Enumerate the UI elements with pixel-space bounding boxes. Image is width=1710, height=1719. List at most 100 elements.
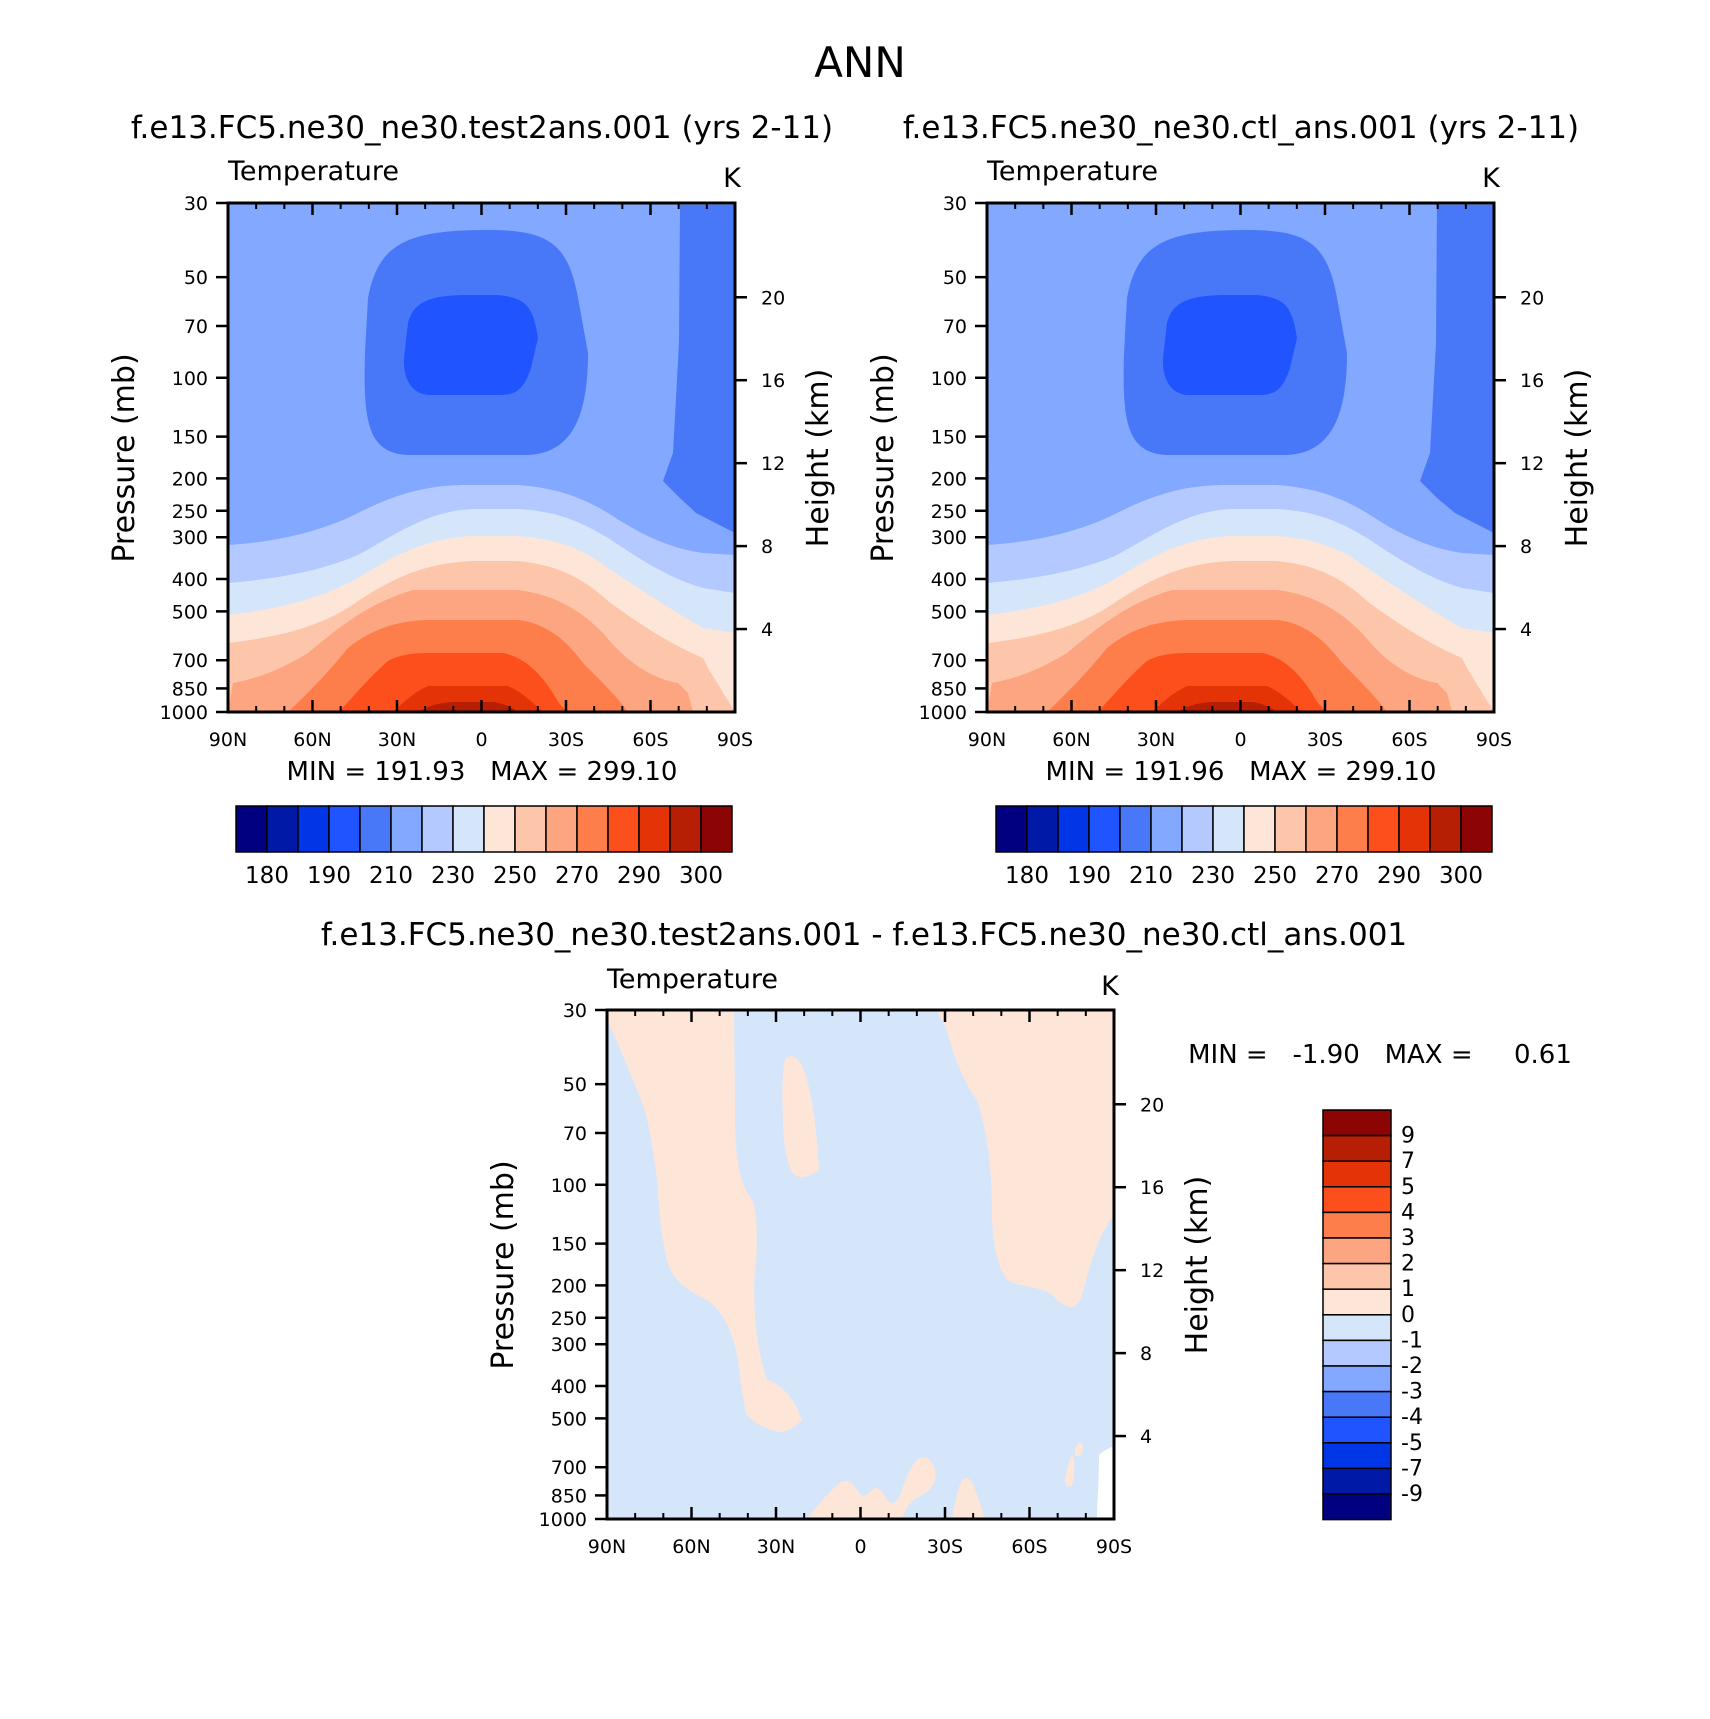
colorbar-swatch xyxy=(1322,1314,1392,1342)
colorbar-label: 180 xyxy=(1005,863,1049,889)
y-right-tick-label: 8 xyxy=(761,536,773,558)
colorbar-swatch xyxy=(1322,1390,1392,1418)
colorbar-swatch xyxy=(1322,1160,1392,1188)
colorbar-swatch xyxy=(1322,1288,1392,1316)
colorbar-swatch xyxy=(995,805,1028,853)
y-tick-label: 500 xyxy=(931,601,967,623)
colorbar-swatch xyxy=(328,805,361,853)
y-tick-label: 30 xyxy=(943,193,967,215)
contour-band xyxy=(1162,295,1297,395)
colorbar-swatch xyxy=(1322,1109,1392,1137)
colorbar-label: 290 xyxy=(617,863,661,889)
colorbar-label: 190 xyxy=(307,863,351,889)
colorbar-swatch xyxy=(1322,1467,1392,1495)
x-tick-label: 60N xyxy=(1052,729,1090,751)
colorbar-swatch xyxy=(638,805,671,853)
y-right-tick-label: 8 xyxy=(1140,1343,1152,1365)
colorbar-swatch xyxy=(1322,1186,1392,1214)
y-tick-label: 300 xyxy=(172,527,208,549)
colorbar-label: -2 xyxy=(1401,1354,1423,1379)
y-axis-label: Pressure (mb) xyxy=(866,353,901,562)
contour-band xyxy=(403,295,538,395)
temperature-difference-field xyxy=(607,1010,1114,1519)
contour-band xyxy=(952,1478,985,1519)
y-tick-label: 300 xyxy=(551,1334,587,1356)
y-tick-label: 250 xyxy=(172,501,208,523)
x-tick-label: 90N xyxy=(968,729,1006,751)
colorbar-label: 270 xyxy=(555,863,599,889)
colorbar-label: 3 xyxy=(1401,1226,1415,1251)
y-tick-label: 400 xyxy=(931,569,967,591)
y-right-tick-label: 16 xyxy=(761,370,785,392)
min-max-stats: MIN = -1.90 MAX = 0.61 xyxy=(1188,1040,1572,1070)
colorbar-label: 300 xyxy=(1439,863,1483,889)
x-tick-label: 0 xyxy=(1234,729,1246,751)
y-tick-label: 400 xyxy=(551,1376,587,1398)
y-tick-label: 100 xyxy=(931,368,967,390)
colorbar-label: -1 xyxy=(1401,1328,1423,1353)
colorbar-swatch xyxy=(1057,805,1090,853)
x-tick-label: 60S xyxy=(632,729,668,751)
y-right-tick-label: 16 xyxy=(1140,1177,1164,1199)
colorbar-label: 4 xyxy=(1401,1200,1415,1225)
colorbar-swatch xyxy=(1322,1237,1392,1265)
x-tick-label: 30N xyxy=(1137,729,1175,751)
colorbar-swatch xyxy=(1026,805,1059,853)
colorbar-swatch xyxy=(1336,805,1369,853)
colorbar-label: 9 xyxy=(1401,1124,1415,1149)
x-tick-label: 90N xyxy=(588,1536,626,1558)
y-right-tick-label: 12 xyxy=(761,453,785,475)
colorbar-label: 250 xyxy=(1253,863,1297,889)
colorbar-swatch xyxy=(607,805,640,853)
x-tick-label: 30S xyxy=(1307,729,1343,751)
colorbar-label: 250 xyxy=(493,863,537,889)
colorbar-swatch xyxy=(266,805,299,853)
colorbar-label: 1 xyxy=(1401,1277,1415,1302)
y-tick-label: 1000 xyxy=(539,1509,587,1531)
panel-title-test: f.e13.FC5.ne30_ne30.test2ans.001 (yrs 2-… xyxy=(131,110,833,146)
colorbar-temperature: 180 190 210 230 250 270 290 300 xyxy=(235,805,733,889)
y-right-tick-label: 4 xyxy=(1140,1426,1152,1448)
x-tick-label: 60N xyxy=(672,1536,710,1558)
y-tick-label: 50 xyxy=(184,267,208,289)
axes-panel-0: 90N 60N 30N 0 30S 60S 90S 30 50 70 100 150 200 250 300… xyxy=(160,193,786,751)
x-tick-label: 60N xyxy=(293,729,331,751)
panel-title-diff: f.e13.FC5.ne30_ne30.test2ans.001 - f.e13… xyxy=(321,917,1407,953)
y-tick-label: 700 xyxy=(551,1457,587,1479)
y-tick-label: 850 xyxy=(931,678,967,700)
y-tick-label: 150 xyxy=(931,427,967,449)
colorbar-swatch xyxy=(1322,1442,1392,1470)
contour-band xyxy=(607,1010,802,1432)
y-tick-label: 700 xyxy=(931,650,967,672)
contour-band xyxy=(782,1056,819,1178)
y-axis-label: Pressure (mb) xyxy=(107,353,142,562)
y-tick-label: 50 xyxy=(943,267,967,289)
colorbar-swatch xyxy=(545,805,578,853)
y-tick-label: 500 xyxy=(551,1408,587,1430)
colorbar-swatch xyxy=(514,805,547,853)
x-tick-label: 30N xyxy=(378,729,416,751)
colorbar-label: 230 xyxy=(1191,863,1235,889)
x-tick-label: 90N xyxy=(209,729,247,751)
y-right-tick-label: 8 xyxy=(1520,536,1532,558)
colorbar-swatch xyxy=(669,805,702,853)
y-axis-right-label: Height (km) xyxy=(1180,1176,1215,1355)
colorbar-swatch xyxy=(1181,805,1214,853)
temperature-field-test xyxy=(228,203,735,712)
colorbar-temperature: 180 190 210 230 250 270 290 300 xyxy=(995,805,1493,889)
y-tick-label: 50 xyxy=(563,1074,587,1096)
y-tick-label: 30 xyxy=(184,193,208,215)
y-tick-label: 70 xyxy=(563,1123,587,1145)
colorbar-swatch xyxy=(1322,1416,1392,1444)
colorbar-label: -9 xyxy=(1401,1482,1423,1507)
min-max-stats: MIN = 191.93 MAX = 299.10 xyxy=(287,757,678,787)
colorbar-label: 290 xyxy=(1377,863,1421,889)
axes-panel-2: 90N 60N 30N 0 30S 60S 90S 30 50 70 100 150 200 250 300… xyxy=(539,1000,1165,1558)
temperature-field-ctl xyxy=(987,203,1494,712)
panel-title-ctl: f.e13.FC5.ne30_ne30.ctl_ans.001 (yrs 2-1… xyxy=(903,110,1579,146)
colorbar-swatch xyxy=(1119,805,1152,853)
variable-label: Temperature xyxy=(606,964,778,995)
x-tick-label: 90S xyxy=(1096,1536,1132,1558)
colorbar-swatch xyxy=(235,805,268,853)
